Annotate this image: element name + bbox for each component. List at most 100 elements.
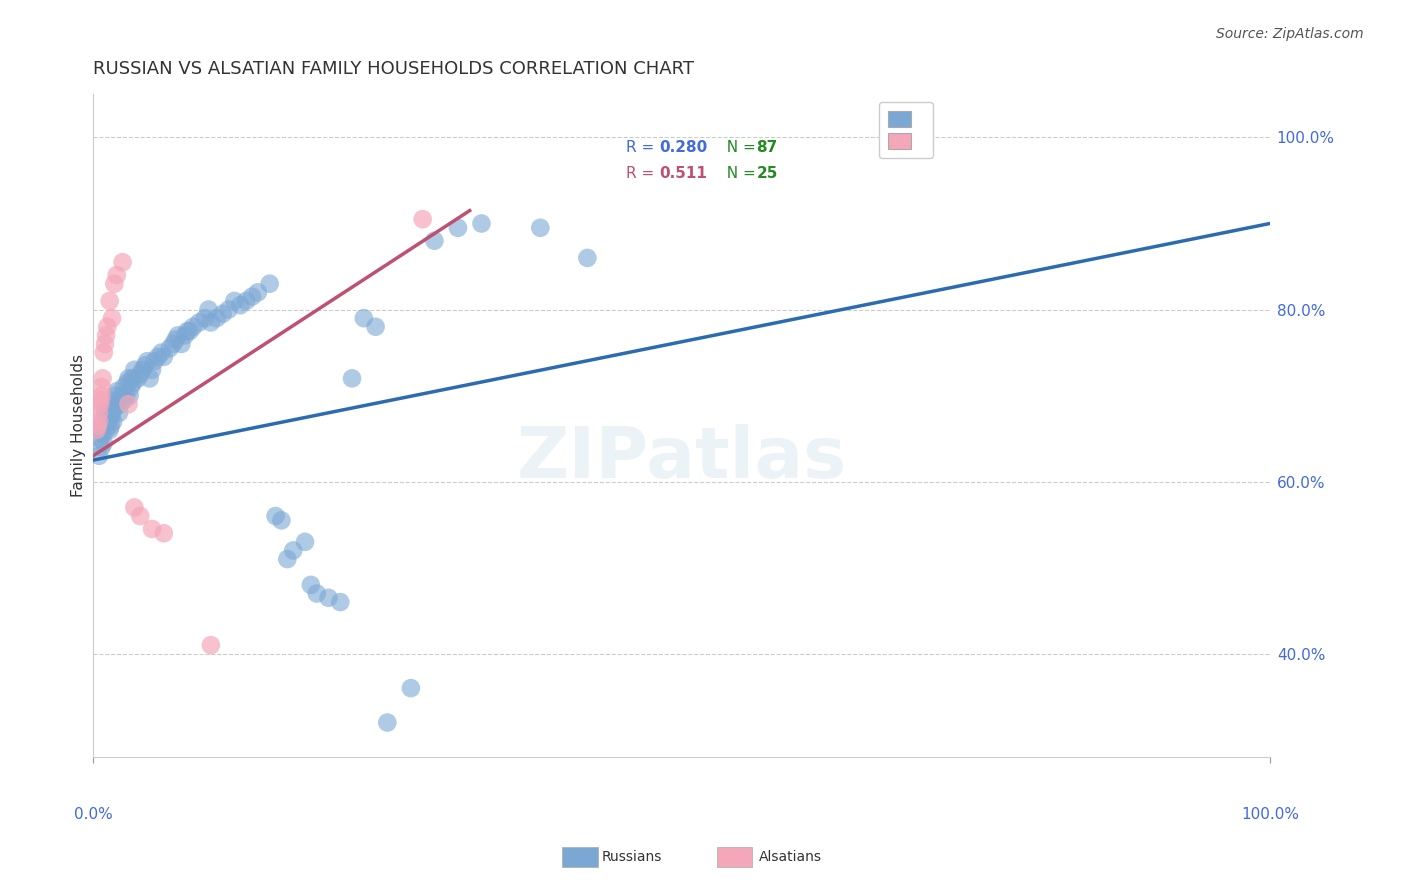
Legend: , : ,: [879, 102, 932, 159]
Russians: [90, 423, 112, 437]
Russians: [105, 392, 128, 407]
Russians: [96, 414, 118, 428]
Alsatians: [200, 638, 222, 652]
Russians: [181, 319, 204, 334]
Russians: [167, 328, 190, 343]
Russians: [115, 388, 138, 402]
Alsatians: [101, 311, 124, 326]
Alsatians: [111, 255, 134, 269]
Russians: [224, 293, 246, 308]
Russians: [131, 363, 153, 377]
Russians: [423, 234, 446, 248]
Russians: [259, 277, 281, 291]
Russians: [340, 371, 363, 385]
Text: 87: 87: [756, 140, 778, 154]
Russians: [124, 363, 146, 377]
Text: R =: R =: [626, 167, 664, 181]
Russians: [143, 354, 166, 368]
Russians: [110, 397, 132, 411]
Russians: [197, 302, 219, 317]
Alsatians: [89, 392, 111, 407]
Russians: [129, 367, 152, 381]
Alsatians: [105, 268, 128, 282]
Alsatians: [90, 388, 112, 402]
Russians: [329, 595, 352, 609]
Text: 25: 25: [756, 167, 778, 181]
Alsatians: [91, 371, 114, 385]
Russians: [246, 285, 269, 300]
Russians: [240, 290, 263, 304]
Russians: [218, 302, 240, 317]
Russians: [229, 298, 252, 312]
Russians: [87, 449, 110, 463]
Alsatians: [93, 345, 115, 359]
Russians: [264, 509, 287, 524]
Russians: [122, 376, 145, 390]
Russians: [103, 414, 125, 428]
Text: N =: N =: [717, 140, 761, 154]
Russians: [150, 345, 173, 359]
Russians: [447, 220, 470, 235]
Alsatians: [86, 423, 108, 437]
Russians: [136, 354, 159, 368]
Text: Russians: Russians: [602, 850, 662, 864]
Alsatians: [87, 418, 110, 433]
Alsatians: [98, 293, 121, 308]
Text: RUSSIAN VS ALSATIAN FAMILY HOUSEHOLDS CORRELATION CHART: RUSSIAN VS ALSATIAN FAMILY HOUSEHOLDS CO…: [93, 60, 695, 78]
Russians: [270, 513, 292, 527]
Text: R =: R =: [626, 140, 659, 154]
Russians: [200, 315, 222, 329]
Russians: [103, 397, 125, 411]
Russians: [318, 591, 340, 605]
Russians: [146, 350, 169, 364]
Russians: [108, 406, 131, 420]
Text: N =: N =: [717, 167, 761, 181]
Alsatians: [89, 397, 111, 411]
Alsatians: [129, 509, 152, 524]
Russians: [152, 350, 174, 364]
Russians: [112, 380, 135, 394]
Alsatians: [87, 414, 110, 428]
Russians: [138, 371, 160, 385]
Russians: [211, 307, 233, 321]
Russians: [89, 432, 111, 446]
Russians: [529, 220, 551, 235]
Russians: [399, 681, 422, 695]
Text: 0.280: 0.280: [659, 140, 707, 154]
Russians: [93, 436, 115, 450]
Russians: [100, 410, 122, 425]
Russians: [176, 324, 198, 338]
Russians: [235, 293, 257, 308]
Russians: [194, 311, 217, 326]
Text: 0.511: 0.511: [659, 167, 707, 181]
Russians: [117, 371, 139, 385]
Russians: [165, 333, 187, 347]
Russians: [283, 543, 305, 558]
Text: 0.0%: 0.0%: [73, 806, 112, 822]
Russians: [94, 423, 117, 437]
Russians: [100, 418, 122, 433]
Russians: [276, 552, 298, 566]
Russians: [470, 217, 492, 231]
Russians: [94, 406, 117, 420]
Russians: [90, 440, 112, 454]
Alsatians: [152, 526, 174, 541]
Russians: [111, 388, 134, 402]
Russians: [375, 715, 398, 730]
Alsatians: [117, 397, 139, 411]
Alsatians: [96, 319, 118, 334]
Russians: [364, 319, 387, 334]
Russians: [105, 384, 128, 399]
Text: Alsatians: Alsatians: [759, 850, 823, 864]
Alsatians: [87, 406, 110, 420]
Russians: [134, 359, 156, 373]
Russians: [97, 406, 120, 420]
Russians: [188, 315, 211, 329]
Russians: [117, 376, 139, 390]
Russians: [170, 337, 193, 351]
Russians: [94, 414, 117, 428]
Russians: [127, 371, 149, 385]
Russians: [96, 410, 118, 425]
Russians: [104, 388, 127, 402]
Alsatians: [90, 380, 112, 394]
